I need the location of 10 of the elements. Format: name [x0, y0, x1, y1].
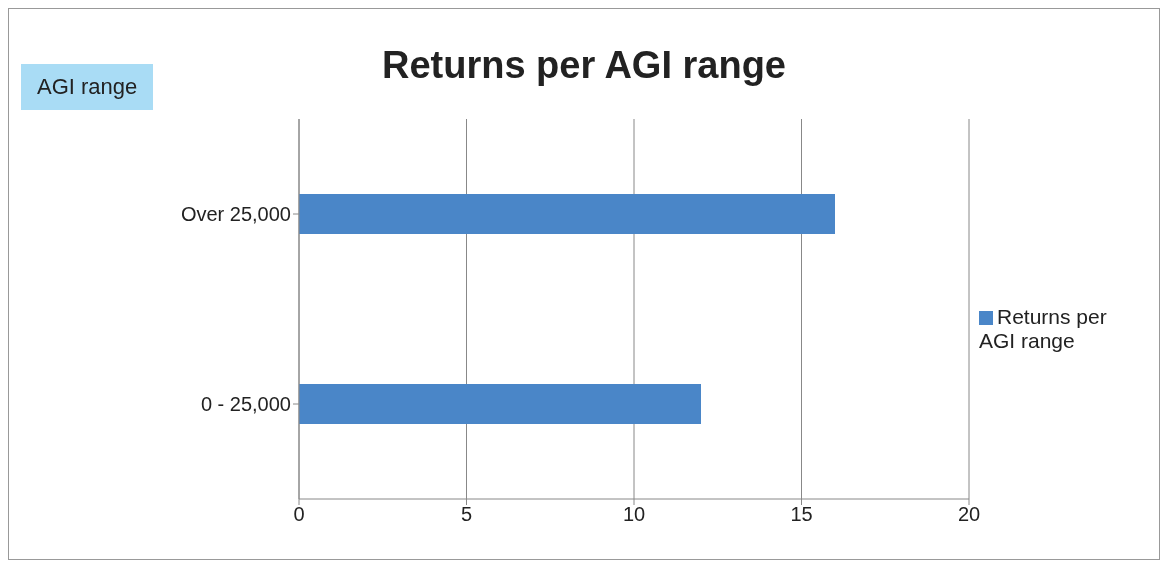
- x-tick-label: 10: [622, 503, 646, 526]
- legend-label: Returns per AGI range: [979, 305, 1107, 352]
- text: AGI range: [21, 64, 154, 110]
- x-tick-label: 0: [293, 503, 305, 526]
- x-tick-label: 20: [957, 503, 981, 526]
- y-tick-label: Over 25,000: [180, 203, 291, 226]
- x-tick-label: 5: [460, 503, 473, 526]
- chart-title: Returns per AGI range: [381, 44, 786, 86]
- y-tick-label: 0 - 25,000: [200, 393, 291, 416]
- x-tick-label: 15: [790, 503, 813, 526]
